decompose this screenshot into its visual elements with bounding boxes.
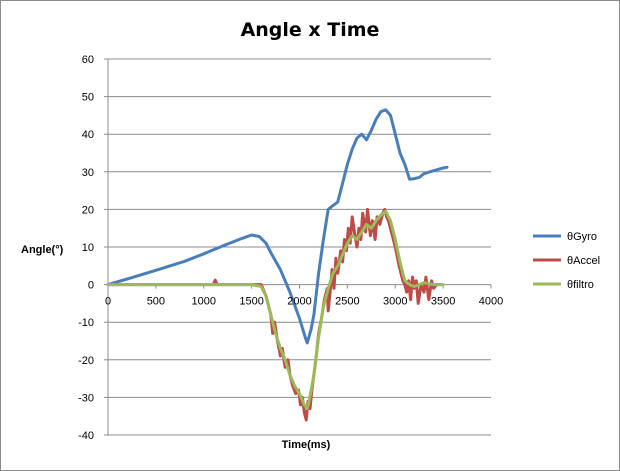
x-tick-label: 1000 [192, 296, 216, 308]
y-tick-label: 0 [88, 280, 94, 292]
x-tick-label: 2500 [335, 296, 359, 308]
x-tick-label: 2000 [287, 296, 311, 308]
legend: θGyro θAccel θfiltro [533, 231, 600, 291]
y-tick-label: -30 [78, 392, 94, 404]
series-line-1 [106, 108, 449, 345]
series-line-3 [106, 209, 445, 411]
y-tick-label: 60 [82, 54, 94, 66]
y-tick-label: 40 [82, 129, 94, 141]
y-tick-label: -10 [78, 317, 94, 329]
series-layer [106, 108, 449, 422]
legend-label-1: θGyro [567, 231, 597, 243]
tick-layer: -40 -30 -20 -10 0 10 20 30 40 50 60 0 500 1000 1500 200… [78, 54, 503, 442]
x-tick-label: 1500 [239, 296, 263, 308]
x-tick-label: 500 [147, 296, 165, 308]
y-axis-label: Angle(°) [21, 244, 64, 256]
y-tick-label: -40 [78, 430, 94, 442]
y-tick-label: 10 [82, 242, 94, 254]
x-tick-label: 3500 [431, 296, 455, 308]
series-line-2 [106, 207, 442, 422]
legend-label-2: θAccel [567, 255, 600, 267]
y-tick-label: 50 [82, 92, 94, 104]
chart-title: Angle x Time [241, 19, 380, 41]
x-tick-label: 0 [105, 296, 111, 308]
grid-layer [108, 58, 491, 436]
legend-label-3: θfiltro [567, 279, 594, 291]
y-tick-label: 20 [82, 204, 94, 216]
x-axis-label: Time(ms) [282, 439, 331, 451]
x-tick-label: 3000 [383, 296, 407, 308]
y-tick-label: -20 [78, 355, 94, 367]
x-tick-label: 4000 [479, 296, 503, 308]
y-tick-label: 30 [82, 167, 94, 179]
